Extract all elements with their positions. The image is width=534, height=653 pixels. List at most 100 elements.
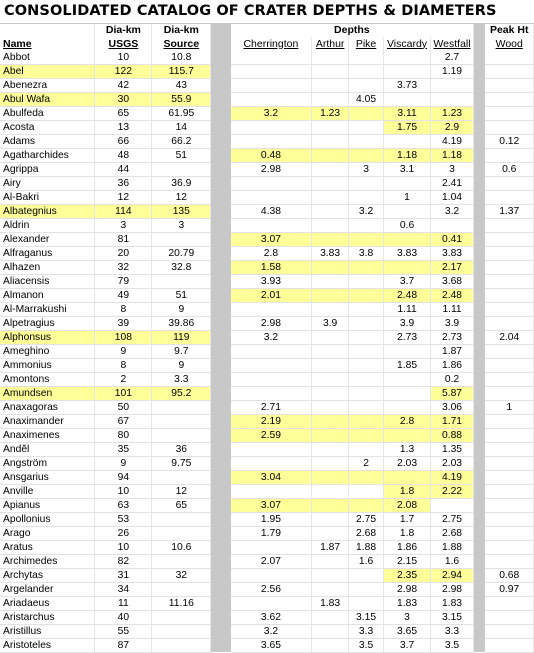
cherrington-depth-cell [230,372,313,387]
table-row: Abenezra 42 43 3.73 [0,78,534,93]
cherrington-depth-cell: 3.07 [230,232,313,247]
dia-usgs-cell: 122 [94,64,153,79]
wood-peak-cell [485,176,534,191]
pike-header: Pike [348,37,385,51]
dia-source-cell: 3 [151,218,212,233]
cherrington-depth-cell [230,358,313,373]
pike-depth-cell: 1.6 [348,554,385,569]
wood-peak-cell: 0.6 [485,162,534,177]
table-row: Ameghino 9 9.7 1.87 [0,344,534,359]
pike-depth-cell [348,386,385,401]
cherrington-depth-cell: 1.58 [230,260,313,275]
dia-usgs-cell: 87 [94,638,153,653]
viscardy-depth-cell: 1.18 [383,148,432,163]
cherrington-depth-cell: 3.62 [230,610,313,625]
dia-source-cell: 51 [151,148,212,163]
arthur-depth-cell [311,204,350,219]
dia-usgs-cell: 11 [94,596,153,611]
viscardy-depth-cell: 1.83 [383,596,432,611]
table-row: Aliacensis 79 3.93 3.7 3.68 [0,274,534,289]
dia-usgs-cell: 48 [94,148,153,163]
crater-name: Alfraganus [0,246,96,261]
dia-usgs-cell: 12 [94,190,153,205]
crater-name: Almanon [0,288,96,303]
viscardy-depth-cell: 2.15 [383,554,432,569]
viscardy-depth-cell: 3.73 [383,78,432,93]
dia-usgs-header-top: Dia-km [94,24,153,38]
westfall-depth-cell: 1.18 [430,148,474,163]
dia-usgs-cell: 108 [94,330,153,345]
dia-usgs-cell: 82 [94,554,153,569]
dia-source-cell: 66.2 [151,134,212,149]
table-row: Ariadaeus 11 11.16 1.83 1.83 1.83 [0,596,534,611]
dia-usgs-cell: 8 [94,358,153,373]
pike-depth-cell [348,190,385,205]
cherrington-depth-cell: 2.71 [230,400,313,415]
dia-source-cell [151,624,212,639]
crater-name: Abel [0,64,96,79]
dia-source-cell [151,470,212,485]
wood-peak-cell: 1 [485,400,534,415]
table-row: Anaximander 67 2.19 2.8 1.71 [0,414,534,429]
crater-name: Apollonius [0,512,96,527]
wood-peak-cell: 0.12 [485,134,534,149]
pike-depth-cell [348,428,385,443]
westfall-depth-cell: 1.04 [430,190,474,205]
dia-source-cell [151,428,212,443]
cherrington-depth-cell [230,190,313,205]
westfall-depth-cell: 2.68 [430,526,474,541]
table-row: Andĕl 35 36 1.3 1.35 [0,442,534,457]
wood-peak-cell: 1.37 [485,204,534,219]
wood-peak-cell [485,498,534,513]
dia-usgs-cell: 9 [94,344,153,359]
wood-peak-cell [485,232,534,247]
dia-source-cell [151,610,212,625]
viscardy-depth-cell [383,232,432,247]
viscardy-depth-cell: 2.35 [383,568,432,583]
dia-usgs-header: USGS [94,37,153,51]
table-row: Archytas 31 32 2.35 2.94 0.68 [0,568,534,583]
arthur-depth-cell [311,568,350,583]
crater-table: Dia-km Dia-km Depths Peak Ht Name USGS S… [0,24,534,653]
wood-peak-cell [485,610,534,625]
table-row: Agrippa 44 2.98 3 3.1 3 0.6 [0,162,534,177]
dia-usgs-cell: 20 [94,246,153,261]
westfall-depth-cell: 4.19 [430,470,474,485]
arthur-depth-cell [311,260,350,275]
table-row: Anaxagoras 50 2.71 3.06 1 [0,400,534,415]
cherrington-depth-cell: 2.01 [230,288,313,303]
cherrington-depth-cell: 2.07 [230,554,313,569]
dia-source-cell: 12 [151,484,212,499]
arthur-depth-cell [311,428,350,443]
crater-name: Alhazen [0,260,96,275]
pike-depth-cell: 3.3 [348,624,385,639]
viscardy-depth-cell: 2.08 [383,498,432,513]
wood-peak-cell [485,414,534,429]
crater-name: Anaximenes [0,428,96,443]
dia-usgs-cell: 55 [94,624,153,639]
viscardy-depth-cell: 1.86 [383,540,432,555]
dia-source-cell: 115.7 [151,64,212,79]
cherrington-depth-cell: 3.2 [230,624,313,639]
dia-source-cell [151,638,212,653]
table-row: Alpetragius 39 39.86 2.98 3.9 3.9 3.9 [0,316,534,331]
wood-peak-cell [485,456,534,471]
pike-depth-cell [348,232,385,247]
arthur-depth-cell [311,372,350,387]
viscardy-depth-cell [383,470,432,485]
wood-peak-cell [485,148,534,163]
westfall-depth-cell [430,78,474,93]
cherrington-depth-cell: 2.8 [230,246,313,261]
wood-peak-cell [485,288,534,303]
table-row: Almanon 49 51 2.01 2.48 2.48 [0,288,534,303]
wood-peak-cell [485,316,534,331]
dia-usgs-cell: 35 [94,442,153,457]
viscardy-depth-cell [383,134,432,149]
pike-depth-cell [348,176,385,191]
dia-source-cell: 32.8 [151,260,212,275]
dia-usgs-cell: 101 [94,386,153,401]
dia-usgs-cell: 26 [94,526,153,541]
dia-usgs-cell: 67 [94,414,153,429]
cherrington-depth-cell: 4.38 [230,204,313,219]
table-row: Abul Wafa 30 55.9 4.05 [0,92,534,107]
